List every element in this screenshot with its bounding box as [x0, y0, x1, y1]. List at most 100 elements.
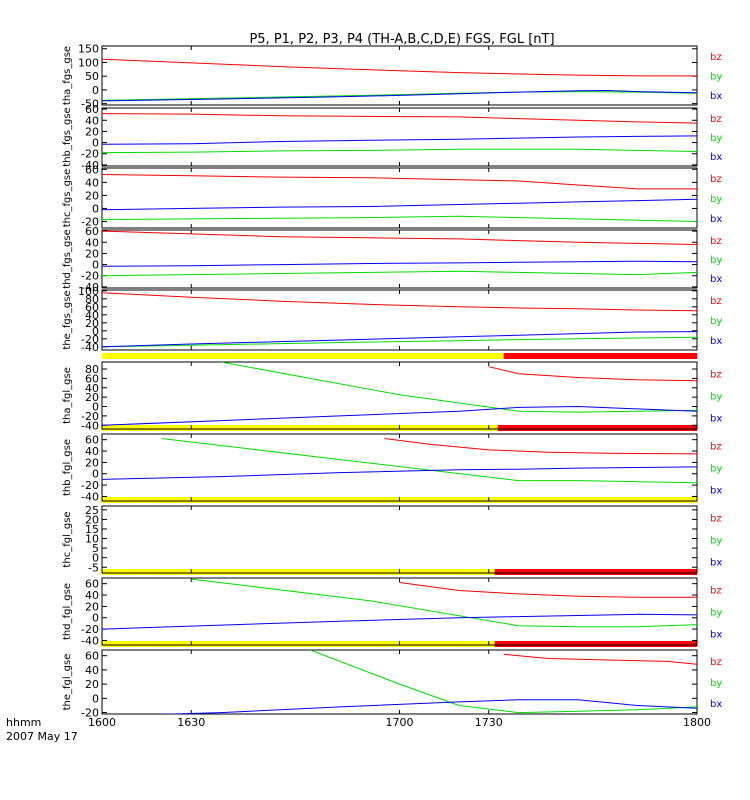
y-tick-label: 60 — [85, 163, 99, 176]
y-tick-label: 0 — [92, 552, 99, 565]
y-tick-label: 40 — [85, 236, 99, 249]
y-tick-label: -20 — [81, 410, 99, 423]
y-tick-label: 0 — [92, 137, 99, 150]
x-tick-label: 1800 — [683, 716, 711, 729]
series-bz — [102, 292, 697, 312]
component-label-bz: bz — [710, 114, 722, 125]
series-by — [220, 362, 697, 413]
y-tick-label: 0 — [92, 692, 99, 705]
component-label-by: by — [710, 133, 722, 144]
panel-frame — [101, 577, 698, 646]
series-bz — [102, 230, 697, 245]
y-tick-label: -20 — [81, 333, 99, 346]
component-label-bz: bz — [710, 657, 722, 668]
y-tick-label: 40 — [85, 445, 99, 458]
panel-label: the_fgs_gse — [62, 290, 73, 349]
series-bz — [503, 653, 697, 665]
y-tick-label: 0 — [92, 202, 99, 215]
y-tick-label: 20 — [85, 317, 99, 330]
series-bx — [102, 89, 697, 102]
component-label-by: by — [710, 72, 722, 83]
series-by — [102, 336, 697, 348]
panel-frame — [101, 229, 698, 289]
y-tick-label: 10 — [85, 533, 99, 546]
panel-frame — [101, 361, 698, 430]
y-tick-label: 80 — [85, 363, 99, 376]
y-tick-label: -40 — [81, 634, 99, 647]
panel-frame — [101, 289, 698, 351]
y-tick-label: 60 — [85, 103, 99, 116]
component-label-bx: bx — [710, 274, 722, 285]
component-label-by: by — [710, 678, 722, 689]
series-by — [102, 148, 697, 154]
series-bz — [102, 113, 697, 124]
y-tick-label: -50 — [81, 98, 99, 111]
y-tick-label: 60 — [85, 372, 99, 385]
component-label-bz: bz — [710, 52, 722, 63]
y-tick-label: -40 — [81, 490, 99, 503]
y-tick-label: 60 — [85, 225, 99, 238]
y-tick-label: -20 — [81, 707, 99, 720]
y-tick-label: 15 — [85, 523, 99, 536]
panel-label: thc_fgs_gse — [62, 169, 73, 228]
status-bar-4-red — [494, 641, 697, 647]
y-tick-label: 40 — [85, 309, 99, 322]
y-tick-label: 60 — [85, 650, 99, 663]
panel-label: thb_fgl_gse — [62, 439, 73, 496]
x-tick-label: 1600 — [88, 716, 116, 729]
series-bx — [102, 260, 697, 267]
panel-label: the_fgl_gse — [62, 654, 73, 711]
y-tick-label: 20 — [85, 456, 99, 469]
y-tick-label: 20 — [85, 513, 99, 526]
status-bar-3-red — [494, 569, 697, 575]
series-bz — [488, 366, 697, 382]
y-tick-label: 100 — [78, 56, 99, 69]
component-label-bx: bx — [710, 486, 722, 497]
component-label-bx: bx — [710, 336, 722, 347]
series-bx — [102, 331, 697, 348]
panel-frame — [101, 505, 698, 574]
component-label-bx: bx — [710, 152, 722, 163]
y-tick-label: 25 — [85, 504, 99, 517]
series-bx — [102, 198, 697, 211]
component-label-by: by — [710, 464, 722, 475]
series-by — [191, 578, 697, 628]
status-bar-0-red — [503, 353, 697, 359]
y-tick-label: 80 — [85, 293, 99, 306]
date-label: 2007 May 17 — [6, 730, 78, 743]
series-by — [161, 438, 697, 484]
y-tick-label: 40 — [85, 176, 99, 189]
y-tick-label: 0 — [92, 84, 99, 97]
y-tick-label: 0 — [92, 468, 99, 481]
component-label-bz: bz — [710, 585, 722, 596]
series-bz — [102, 58, 697, 77]
panel-label: thd_fgl_gse — [62, 583, 73, 640]
y-tick-label: 100 — [78, 285, 99, 298]
y-tick-label: 50 — [85, 70, 99, 83]
series-bx — [156, 699, 697, 714]
series-by — [102, 215, 697, 222]
component-label-bz: bz — [710, 369, 722, 380]
x-axis: 1600 1630 1700 1730 1800 — [88, 716, 711, 729]
component-label-bx: bx — [710, 558, 722, 569]
status-bar-0-yellow — [102, 353, 504, 359]
y-tick-label: 40 — [85, 114, 99, 127]
y-tick-label: 40 — [85, 664, 99, 677]
y-tick-label: -20 — [81, 270, 99, 283]
status-bar-4-yellow — [102, 641, 495, 647]
y-tick-label: -20 — [81, 479, 99, 492]
component-label-bz: bz — [710, 296, 722, 307]
component-label-bz: bz — [710, 174, 722, 185]
component-label-bz: bz — [710, 441, 722, 452]
series-bz — [102, 174, 697, 190]
component-label-by: by — [710, 608, 722, 619]
y-tick-label: -40 — [81, 281, 99, 294]
x-tick-label: 1700 — [386, 716, 414, 729]
panel-label: thc_fgl_gse — [62, 511, 73, 567]
